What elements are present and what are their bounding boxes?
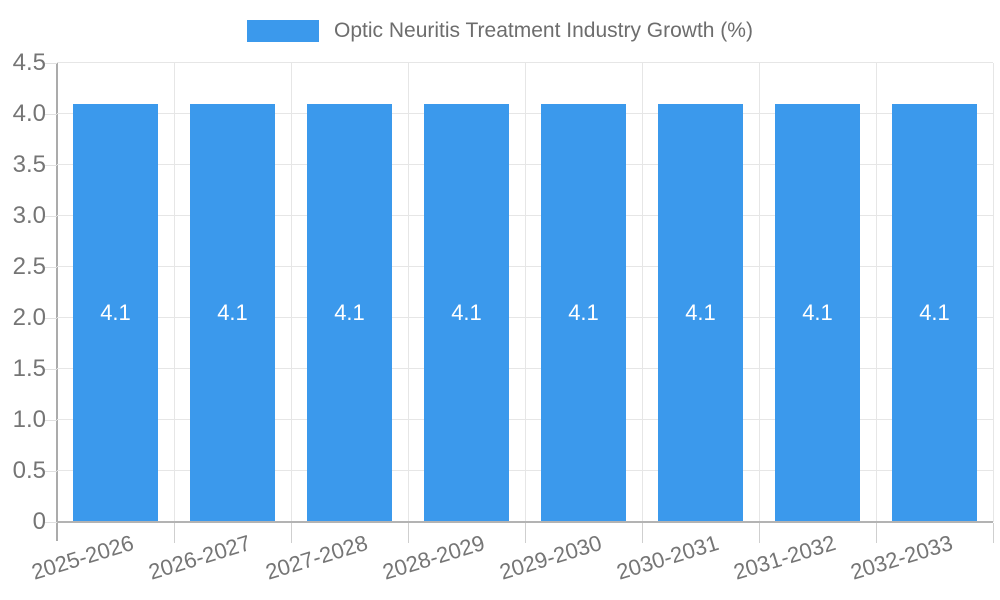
bar-value-label: 4.1 xyxy=(451,299,482,325)
bar-cell: 4.1 xyxy=(759,63,876,522)
gridline-vertical xyxy=(759,63,760,522)
bar-value-label: 4.1 xyxy=(802,299,833,325)
bar-2027-2028[interactable]: 4.1 xyxy=(307,103,392,522)
bar-2029-2030[interactable]: 4.1 xyxy=(541,103,626,522)
bar-2026-2027[interactable]: 4.1 xyxy=(190,103,275,522)
y-axis-line xyxy=(56,63,58,541)
bar-value-label: 4.1 xyxy=(100,299,131,325)
bar-cell: 4.1 xyxy=(642,63,759,522)
x-axis-tick-label: 2031-2032 xyxy=(730,530,839,585)
x-axis-tick-label: 2030-2031 xyxy=(613,530,722,585)
gridline-vertical xyxy=(642,63,643,522)
bar-2030-2031[interactable]: 4.1 xyxy=(658,103,743,522)
x-axis-tick-label: 2026-2027 xyxy=(145,530,254,585)
y-axis-tick-label: 3.5 xyxy=(12,151,46,178)
y-axis-tick-label: 4.0 xyxy=(12,100,46,127)
x-tick-mark xyxy=(759,523,760,543)
y-tick-mark xyxy=(45,267,57,268)
bar-cell: 4.1 xyxy=(291,63,408,522)
bar-value-label: 4.1 xyxy=(685,299,716,325)
bar-2032-2033[interactable]: 4.1 xyxy=(892,103,977,522)
x-axis-tick-label: 2029-2030 xyxy=(496,530,605,585)
bar-value-label: 4.1 xyxy=(217,299,248,325)
y-axis-tick-label: 0.5 xyxy=(12,457,46,484)
gridline-vertical xyxy=(993,63,994,522)
bar-cell: 4.1 xyxy=(408,63,525,522)
x-tick-mark xyxy=(642,523,643,543)
plot-area: 4.1 4.1 4.1 4.1 4.1 4.1 4.1 4.1 xyxy=(57,62,994,522)
x-tick-mark xyxy=(408,523,409,543)
y-axis-tick-label: 1.5 xyxy=(12,355,46,382)
y-tick-mark xyxy=(45,420,57,421)
bar-2025-2026[interactable]: 4.1 xyxy=(73,103,158,522)
x-axis-tick-label: 2025-2026 xyxy=(28,530,137,585)
bar-value-label: 4.1 xyxy=(334,299,365,325)
x-axis-tick-label: 2028-2029 xyxy=(379,530,488,585)
y-tick-mark xyxy=(45,165,57,166)
x-tick-mark xyxy=(993,523,994,543)
chart-legend[interactable]: Optic Neuritis Treatment Industry Growth… xyxy=(0,16,1000,46)
gridline-vertical xyxy=(876,63,877,522)
x-axis-tick-label: 2027-2028 xyxy=(262,530,371,585)
bar-value-label: 4.1 xyxy=(568,299,599,325)
x-axis-tick-label: 2032-2033 xyxy=(847,530,956,585)
gridline-vertical xyxy=(408,63,409,522)
y-axis-tick-label: 3.0 xyxy=(12,202,46,229)
bar-2028-2029[interactable]: 4.1 xyxy=(424,103,509,522)
y-tick-mark xyxy=(45,63,57,64)
y-tick-mark xyxy=(45,216,57,217)
gridline-horizontal xyxy=(57,62,993,63)
bar-cell: 4.1 xyxy=(174,63,291,522)
y-axis-tick-label: 0 xyxy=(32,508,46,535)
x-tick-mark xyxy=(174,523,175,543)
x-tick-mark xyxy=(876,523,877,543)
x-tick-mark xyxy=(525,523,526,543)
y-tick-mark xyxy=(45,318,57,319)
gridline-vertical xyxy=(174,63,175,522)
gridline-vertical xyxy=(525,63,526,522)
y-tick-mark xyxy=(45,114,57,115)
x-tick-mark xyxy=(291,523,292,543)
y-tick-mark xyxy=(45,471,57,472)
y-axis-tick-label: 2.0 xyxy=(12,304,46,331)
gridline-vertical xyxy=(291,63,292,522)
bar-cell: 4.1 xyxy=(876,63,993,522)
y-axis-tick-label: 4.5 xyxy=(12,49,46,76)
y-tick-mark xyxy=(45,522,57,523)
bar-cell: 4.1 xyxy=(57,63,174,522)
legend-swatch-icon xyxy=(247,20,320,42)
bar-cell: 4.1 xyxy=(525,63,642,522)
bar-value-label: 4.1 xyxy=(919,299,950,325)
y-tick-mark xyxy=(45,369,57,370)
y-axis-tick-label: 2.5 xyxy=(12,253,46,280)
legend-label: Optic Neuritis Treatment Industry Growth… xyxy=(334,19,753,42)
x-axis-line xyxy=(57,521,993,523)
y-axis-tick-label: 1.0 xyxy=(12,406,46,433)
bar-2031-2032[interactable]: 4.1 xyxy=(775,103,860,522)
